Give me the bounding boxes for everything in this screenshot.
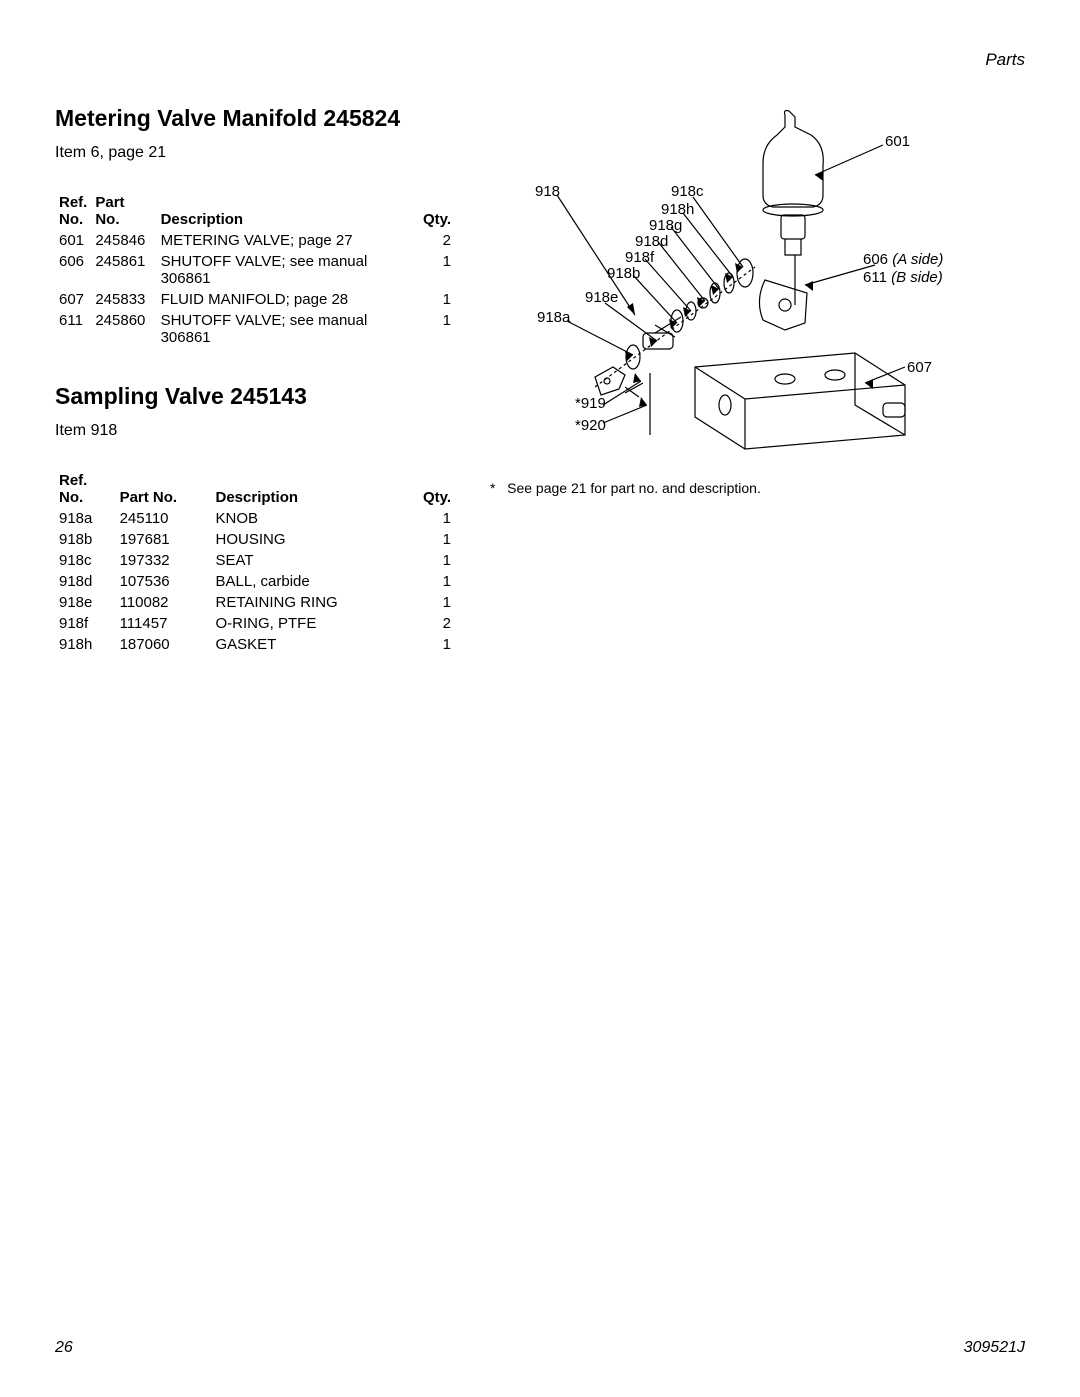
table-row: 918d107536BALL, carbide1 [55, 571, 455, 592]
table-row: 606245861SHUTOFF VALVE; see manual 30686… [55, 251, 455, 289]
doc-number: 309521J [964, 1339, 1025, 1357]
cell-desc: FLUID MANIFOLD; page 28 [157, 289, 419, 310]
cell-desc: SEAT [212, 550, 403, 571]
callout-611: 611 (B side) [863, 269, 943, 286]
cell-ref: 918a [55, 508, 116, 529]
cell-ref: 601 [55, 230, 91, 251]
cell-qty: 2 [402, 613, 455, 634]
cell-desc: SHUTOFF VALVE; see manual 306861 [157, 310, 419, 348]
cell-qty: 1 [402, 571, 455, 592]
cell-desc: KNOB [212, 508, 403, 529]
cell-ref: 918d [55, 571, 116, 592]
cell-desc: BALL, carbide [212, 571, 403, 592]
callout-918: 918 [535, 183, 560, 200]
table-row: 601245846METERING VALVE; page 272 [55, 230, 455, 251]
callout-918a: 918a [537, 309, 570, 326]
cell-ref: 611 [55, 310, 91, 348]
cell-ref: 918e [55, 592, 116, 613]
cell-qty: 2 [419, 230, 455, 251]
cell-ref: 918c [55, 550, 116, 571]
callout-606: 606 (A side) [863, 251, 943, 268]
section2-subtitle: Item 918 [55, 422, 455, 440]
cell-qty: 1 [402, 550, 455, 571]
cell-partno: 245846 [91, 230, 156, 251]
cell-partno: 245110 [116, 508, 212, 529]
col-qty: Qty. [419, 192, 455, 230]
col-desc: Description [212, 470, 403, 508]
callout-918h: 918h [661, 201, 694, 218]
callout-918d: 918d [635, 233, 668, 250]
table-row: 918f111457O-RING, PTFE2 [55, 613, 455, 634]
table-row: 918e110082RETAINING RING1 [55, 592, 455, 613]
cell-ref: 607 [55, 289, 91, 310]
cell-desc: GASKET [212, 634, 403, 655]
cell-qty: 1 [419, 289, 455, 310]
table-row: 918b197681HOUSING1 [55, 529, 455, 550]
col-desc: Description [157, 192, 419, 230]
cell-qty: 1 [402, 634, 455, 655]
cell-qty: 1 [419, 251, 455, 289]
table-row: 918h187060GASKET1 [55, 634, 455, 655]
callout-607: 607 [907, 359, 932, 376]
table-row: 611245860SHUTOFF VALVE; see manual 30686… [55, 310, 455, 348]
table-row: 918c197332SEAT1 [55, 550, 455, 571]
cell-qty: 1 [402, 529, 455, 550]
cell-qty: 1 [402, 592, 455, 613]
parts-header: Parts [55, 50, 1025, 70]
cell-desc: HOUSING [212, 529, 403, 550]
section2-table: Ref.No. Part No. Description Qty. 918a24… [55, 470, 455, 655]
cell-partno: 197681 [116, 529, 212, 550]
cell-desc: RETAINING RING [212, 592, 403, 613]
callout-920: *920 [575, 417, 606, 434]
callout-919: *919 [575, 395, 606, 412]
cell-partno: 245861 [91, 251, 156, 289]
col-partno: Part No. [116, 470, 212, 508]
cell-partno: 187060 [116, 634, 212, 655]
cell-partno: 197332 [116, 550, 212, 571]
callout-601: 601 [885, 133, 910, 150]
diagram-footnote: * See page 21 for part no. and descripti… [490, 480, 1045, 496]
cell-partno: 245833 [91, 289, 156, 310]
cell-partno: 111457 [116, 613, 212, 634]
callout-918b: 918b [607, 265, 640, 282]
table-row: 607245833FLUID MANIFOLD; page 281 [55, 289, 455, 310]
cell-ref: 918b [55, 529, 116, 550]
callout-918c: 918c [671, 183, 704, 200]
cell-partno: 107536 [116, 571, 212, 592]
cell-qty: 1 [419, 310, 455, 348]
cell-ref: 606 [55, 251, 91, 289]
section2-title: Sampling Valve 245143 [55, 383, 455, 410]
cell-desc: SHUTOFF VALVE; see manual 306861 [157, 251, 419, 289]
col-ref: Ref.No. [55, 470, 116, 508]
section1-title: Metering Valve Manifold 245824 [55, 105, 455, 132]
cell-partno: 110082 [116, 592, 212, 613]
callout-918e: 918e [585, 289, 618, 306]
col-qty: Qty. [402, 470, 455, 508]
cell-desc: METERING VALVE; page 27 [157, 230, 419, 251]
section1-table: Ref.No. Part No. Description Qty. 601245… [55, 192, 455, 348]
cell-qty: 1 [402, 508, 455, 529]
cell-desc: O-RING, PTFE [212, 613, 403, 634]
page-number: 26 [55, 1339, 73, 1357]
col-ref: Ref.No. [55, 192, 91, 230]
cell-partno: 245860 [91, 310, 156, 348]
col-partno: Part No. [91, 192, 156, 230]
exploded-diagram: 918 918c 918h 918g 918d 918f 918b 918e 9… [485, 105, 1045, 465]
section1-subtitle: Item 6, page 21 [55, 144, 455, 162]
cell-ref: 918h [55, 634, 116, 655]
table-row: 918a245110KNOB1 [55, 508, 455, 529]
callout-918f: 918f [625, 249, 654, 266]
callout-918g: 918g [649, 217, 682, 234]
cell-ref: 918f [55, 613, 116, 634]
